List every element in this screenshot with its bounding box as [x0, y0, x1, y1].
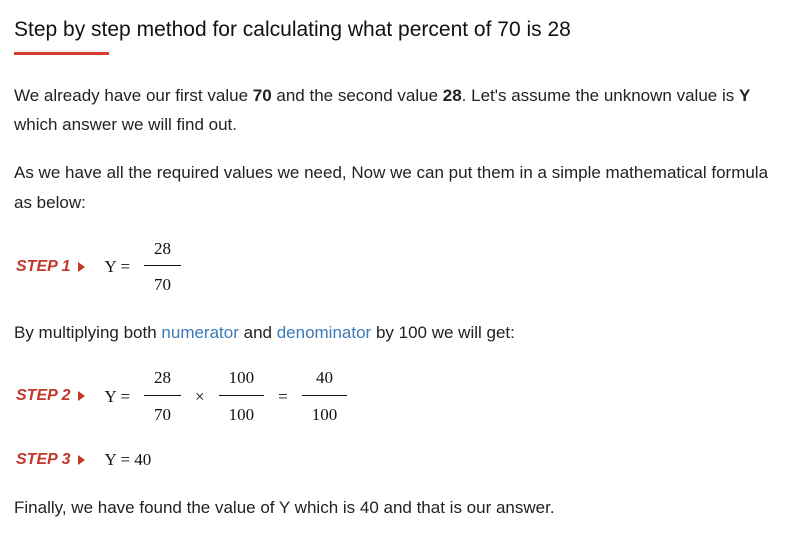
denominator-link[interactable]: denominator — [277, 323, 372, 342]
intro-paragraph-1: We already have our first value 70 and t… — [14, 81, 786, 141]
step-1-equation: Y = 28 70 — [97, 236, 187, 298]
text: and the second value — [272, 86, 443, 105]
page-title: Step by step method for calculating what… — [14, 14, 786, 46]
step-2-equation: Y = 28 70 × 100 100 = 40 100 — [97, 365, 354, 427]
denominator: 100 — [302, 396, 348, 428]
text: We already have our first value — [14, 86, 253, 105]
text: by 100 we will get: — [371, 323, 515, 342]
fraction: 28 70 — [144, 236, 181, 298]
text: and — [239, 323, 277, 342]
fraction: 28 70 — [144, 365, 181, 427]
step-label-text: STEP 2 — [16, 384, 71, 408]
intro-paragraph-2: As we have all the required values we ne… — [14, 158, 786, 218]
text: By multiplying both — [14, 323, 161, 342]
numerator: 28 — [144, 365, 181, 395]
denominator: 70 — [144, 396, 181, 428]
numerator: 100 — [219, 365, 265, 395]
step-1-row: STEP 1 Y = 28 70 — [16, 236, 786, 298]
result: Y = 40 — [97, 447, 160, 473]
step-2-row: STEP 2 Y = 28 70 × 100 100 = 40 100 — [16, 365, 786, 427]
fraction: 100 100 — [219, 365, 265, 427]
step-label-text: STEP 1 — [16, 255, 71, 279]
step-3-equation: Y = 40 — [97, 447, 160, 473]
step-2-label: STEP 2 — [16, 384, 85, 408]
numerator-link[interactable]: numerator — [161, 323, 238, 342]
chevron-right-icon — [78, 262, 85, 272]
numerator: 28 — [144, 236, 181, 266]
times-operator: × — [187, 384, 213, 410]
equals-operator: = — [270, 384, 296, 410]
step-label-text: STEP 3 — [16, 448, 71, 472]
step-3-label: STEP 3 — [16, 448, 85, 472]
chevron-right-icon — [78, 391, 85, 401]
text: . Let's assume the unknown value is — [462, 86, 739, 105]
denominator: 100 — [219, 396, 265, 428]
denominator: 70 — [144, 266, 181, 298]
numerator: 40 — [306, 365, 343, 395]
title-underline — [14, 52, 109, 55]
fraction: 40 100 — [302, 365, 348, 427]
y-equals: Y = — [97, 254, 138, 280]
y-equals: Y = — [97, 384, 138, 410]
value-a: 70 — [253, 86, 272, 105]
final-paragraph: Finally, we have found the value of Y wh… — [14, 493, 786, 523]
text: which answer we will find out. — [14, 115, 237, 134]
step-3-row: STEP 3 Y = 40 — [16, 447, 786, 473]
value-b: 28 — [443, 86, 462, 105]
mid-paragraph: By multiplying both numerator and denomi… — [14, 318, 786, 348]
step-1-label: STEP 1 — [16, 255, 85, 279]
unknown-symbol: Y — [739, 86, 750, 105]
chevron-right-icon — [78, 455, 85, 465]
